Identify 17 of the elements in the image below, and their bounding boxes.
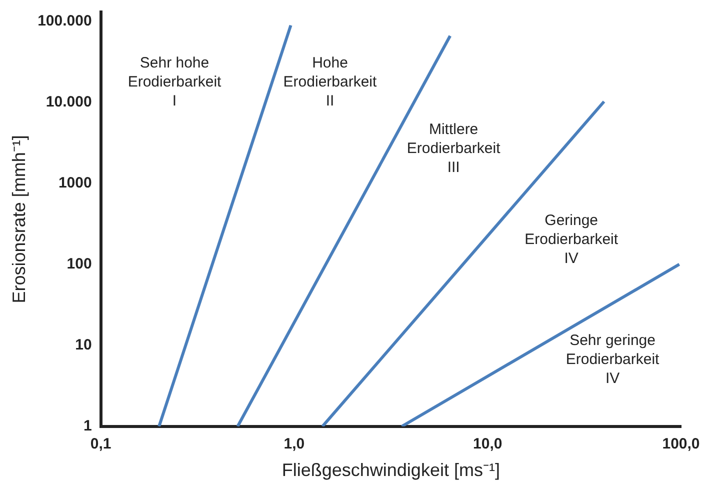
y-axis-title: Erosionsrate [mmh⁻¹] xyxy=(8,135,29,304)
annotation: Sehr geringe Erodierbarkeit IV xyxy=(566,332,660,388)
x-tick-label: 1,0 xyxy=(284,436,305,453)
y-tick-label: 1000 xyxy=(58,174,92,192)
annotation: Mittlere Erodierbarkeit III xyxy=(406,120,502,176)
y-tick-label: 10 xyxy=(75,336,92,354)
x-axis-title: Fließgeschwindigkeit [ms⁻¹] xyxy=(282,460,500,480)
y-tick-label: 1 xyxy=(83,418,92,435)
x-tick-label: 100,0 xyxy=(662,436,700,453)
y-tick-label: 100 xyxy=(66,255,92,272)
y-tick-label: 100.000 xyxy=(38,12,92,30)
annotation: Hohe Erodierbarkeit II xyxy=(283,54,378,110)
annotation: Sehr hohe Erodierbarkeit I xyxy=(128,54,222,110)
x-tick-label: 10,0 xyxy=(473,436,502,453)
x-tick-label: 0,1 xyxy=(90,436,112,453)
y-tick-label: 10.000 xyxy=(46,93,92,110)
annotation: Geringe Erodierbarkeit IV xyxy=(524,212,619,268)
